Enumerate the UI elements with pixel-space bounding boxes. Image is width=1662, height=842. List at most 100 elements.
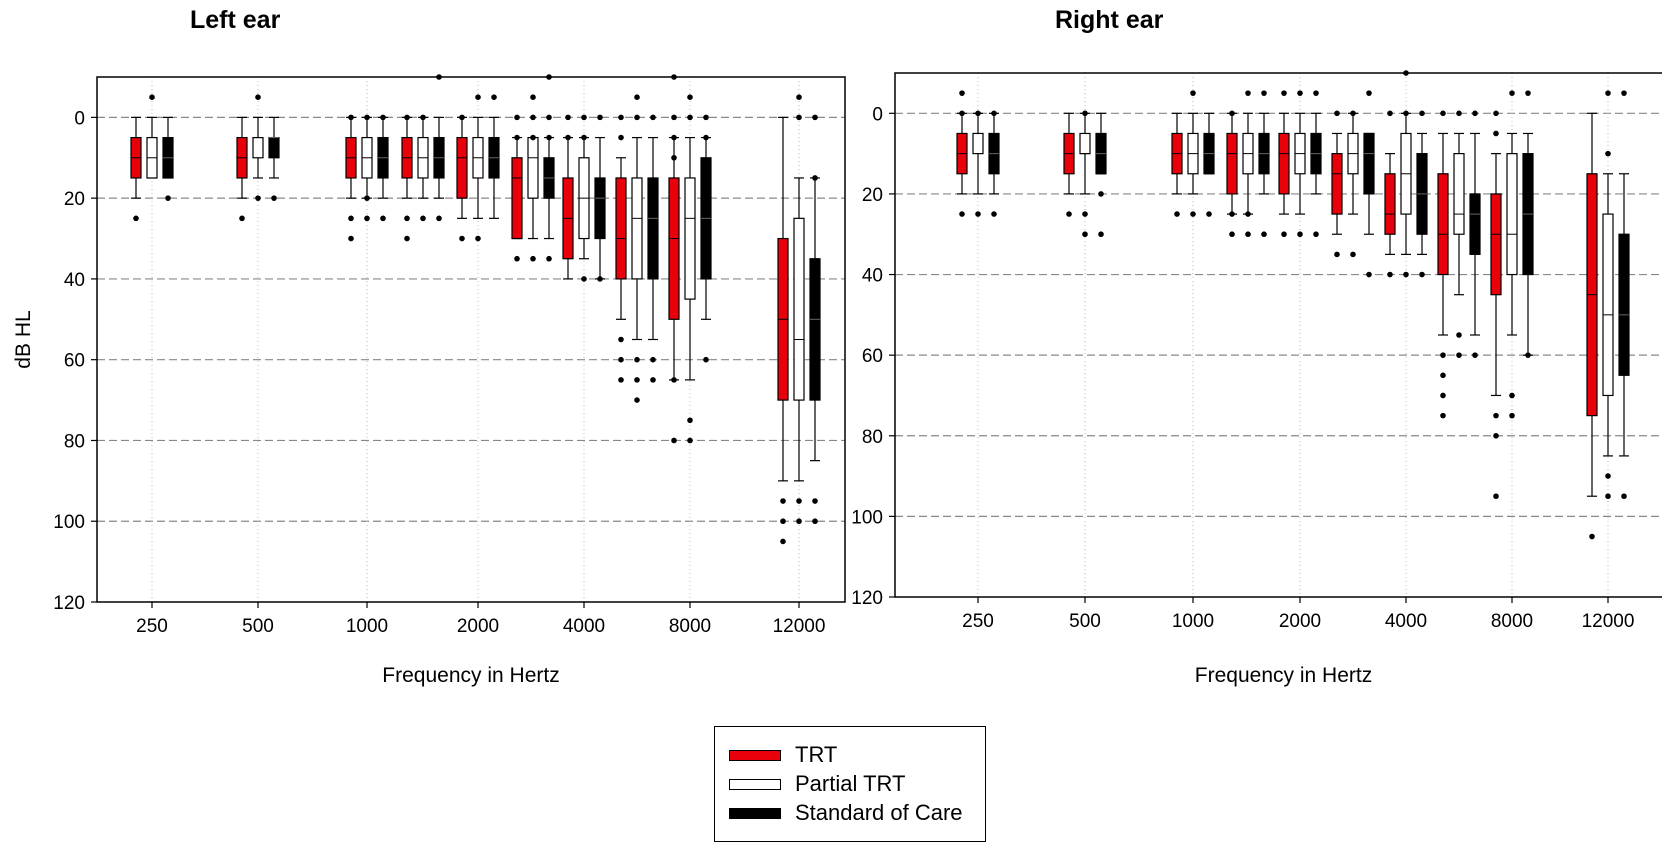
outlier-point <box>1456 352 1462 358</box>
x-tick-label: 2000 <box>457 616 499 637</box>
outlier-point <box>975 211 981 217</box>
box-partial-trt <box>1453 110 1465 358</box>
iqr-box <box>1437 173 1449 276</box>
plot-frame <box>894 72 1662 598</box>
outlier-point <box>703 356 709 363</box>
y-tick-label: 100 <box>53 512 85 533</box>
iqr-box <box>511 157 523 240</box>
y-tick-label: 60 <box>862 346 883 367</box>
box-partial-trt <box>1602 90 1614 500</box>
outlier-point <box>1403 70 1409 76</box>
outlier-point <box>1493 493 1499 500</box>
iqr-box <box>1278 132 1290 195</box>
x-tick-label: 12000 <box>1582 611 1635 632</box>
outlier-point <box>546 134 552 141</box>
outlier-point <box>1229 110 1235 117</box>
outlier-point <box>404 215 410 222</box>
outlier-point <box>133 215 139 222</box>
outlier-point <box>1297 231 1303 238</box>
outlier-point <box>1082 110 1088 117</box>
outlier-point <box>348 114 354 121</box>
iqr-box <box>972 132 984 155</box>
box-trt <box>1384 110 1396 278</box>
outlier-point <box>1190 211 1196 217</box>
outlier-point <box>530 114 536 121</box>
box-standard-of-care <box>1522 90 1534 358</box>
box-standard-of-care <box>162 116 174 201</box>
outlier-point <box>671 114 677 121</box>
outlier-point <box>650 114 656 121</box>
outlier-point <box>1366 271 1372 278</box>
outlier-point <box>991 211 997 217</box>
box-partial-trt <box>972 110 984 217</box>
outlier-point <box>959 211 965 217</box>
box-standard-of-care <box>1469 110 1481 358</box>
iqr-box <box>1602 213 1614 397</box>
outlier-point <box>565 114 571 121</box>
outlier-point <box>597 276 603 282</box>
outlier-point <box>634 356 640 363</box>
outlier-point <box>1066 211 1072 217</box>
outlier-point <box>1334 110 1340 117</box>
outlier-point <box>546 74 552 80</box>
box-trt <box>1278 90 1290 238</box>
y-axis-label: dB HL <box>12 310 35 368</box>
outlier-point <box>581 276 587 282</box>
x-tick-label: 4000 <box>563 616 605 637</box>
box-standard-of-care <box>700 114 712 363</box>
outlier-point <box>1206 211 1212 217</box>
outlier-point <box>780 498 786 504</box>
outlier-point <box>1440 110 1446 117</box>
box-trt <box>236 116 248 222</box>
outlier-point <box>687 114 693 121</box>
outlier-point <box>1621 493 1627 500</box>
outlier-point <box>420 114 426 121</box>
box-trt <box>562 114 574 280</box>
outlier-point <box>1350 110 1356 117</box>
outlier-point <box>364 195 370 201</box>
box-partial-trt <box>1187 90 1199 217</box>
outlier-point <box>1509 90 1515 96</box>
outlier-point <box>1098 191 1104 197</box>
iqr-box <box>668 177 680 320</box>
iqr-box <box>809 258 821 401</box>
outlier-point <box>671 134 677 141</box>
outlier-point <box>1493 130 1499 137</box>
outlier-point <box>1605 90 1611 96</box>
outlier-point <box>1334 251 1340 258</box>
iqr-box <box>1618 233 1630 376</box>
outlier-point <box>1525 90 1531 96</box>
outlier-point <box>1313 90 1319 96</box>
outlier-point <box>796 94 802 100</box>
outlier-point <box>404 235 410 242</box>
box-partial-trt <box>527 94 539 262</box>
outlier-point <box>239 215 245 222</box>
iqr-box <box>1331 153 1343 215</box>
box-standard-of-care <box>1095 112 1107 238</box>
outlier-point <box>1605 493 1611 500</box>
legend-item-standard-of-care: Standard of Care <box>729 799 963 827</box>
box-partial-trt <box>578 114 590 282</box>
box-trt <box>1331 110 1343 258</box>
y-tick-label: 60 <box>64 351 85 372</box>
legend-item-partial-trt: Partial TRT <box>729 770 905 798</box>
x-tick-label: 1000 <box>1172 611 1214 632</box>
legend-swatch-standard-of-care <box>729 807 781 819</box>
outlier-point <box>1509 412 1515 419</box>
outlier-point <box>1403 271 1409 278</box>
legend-item-trt: TRT <box>729 741 837 769</box>
box-partial-trt <box>793 94 805 525</box>
outlier-point <box>364 215 370 222</box>
outlier-point <box>703 114 709 121</box>
y-tick-label: 40 <box>64 270 85 291</box>
outlier-point <box>1440 372 1446 379</box>
outlier-point <box>1174 211 1180 217</box>
box-partial-trt <box>1294 90 1306 238</box>
legend-swatch-trt <box>729 749 781 761</box>
box-standard-of-care <box>1416 110 1428 278</box>
left-ear-plot: 0 20 40 60 80 100 120 250 500 1000 2000 4000 8000 120… <box>12 74 846 687</box>
box-standard-of-care <box>268 116 280 201</box>
outlier-point <box>565 134 571 141</box>
box-trt <box>1437 110 1449 419</box>
outlier-point <box>780 538 786 545</box>
